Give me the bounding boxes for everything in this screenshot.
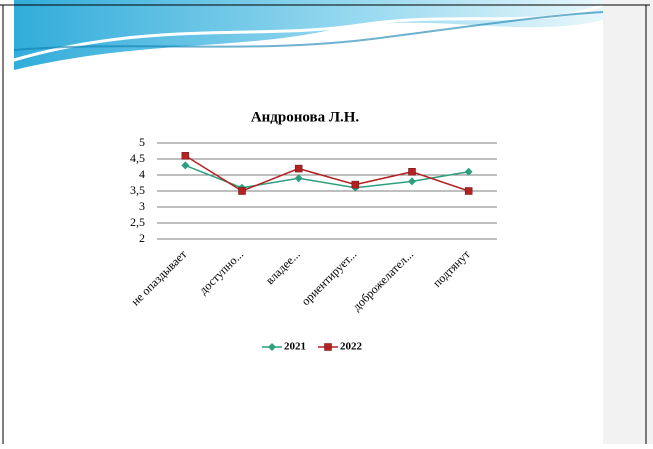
y-tick-label: 4 — [139, 167, 145, 181]
point — [464, 187, 473, 195]
point — [181, 161, 190, 170]
x-tick-label: владее... — [263, 247, 303, 287]
y-tick-label: 2,5 — [130, 215, 145, 229]
point — [351, 180, 360, 189]
y-tick-label: 2 — [139, 231, 145, 245]
point — [408, 168, 416, 176]
point — [324, 343, 332, 351]
point — [408, 177, 416, 186]
chart-title: Андронова Л.Н. — [251, 109, 360, 125]
x-tick-label: доступно... — [196, 247, 246, 297]
point — [268, 343, 276, 351]
point — [294, 174, 303, 183]
legend-label: 2022 — [340, 341, 363, 353]
series-line — [185, 164, 469, 189]
x-tick-label: подтянут — [430, 247, 473, 290]
side-background — [603, 0, 653, 444]
point — [238, 187, 246, 195]
y-tick-label: 3 — [139, 199, 145, 213]
wave — [14, 0, 603, 70]
y-tick-label: 3,5 — [130, 183, 145, 197]
y-tick-label: 5 — [139, 135, 145, 149]
y-tick-label: 4,5 — [130, 151, 145, 165]
legend-label: 2021 — [284, 341, 306, 353]
point — [294, 164, 303, 173]
point — [181, 152, 190, 160]
series-line — [184, 155, 469, 192]
wave-line — [13, 11, 604, 51]
point — [464, 167, 473, 176]
x-tick-label: не опаздывает — [128, 247, 190, 309]
x-tick-label: доброжелател... — [350, 247, 416, 313]
x-tick-label: ориентирует... — [298, 247, 359, 308]
